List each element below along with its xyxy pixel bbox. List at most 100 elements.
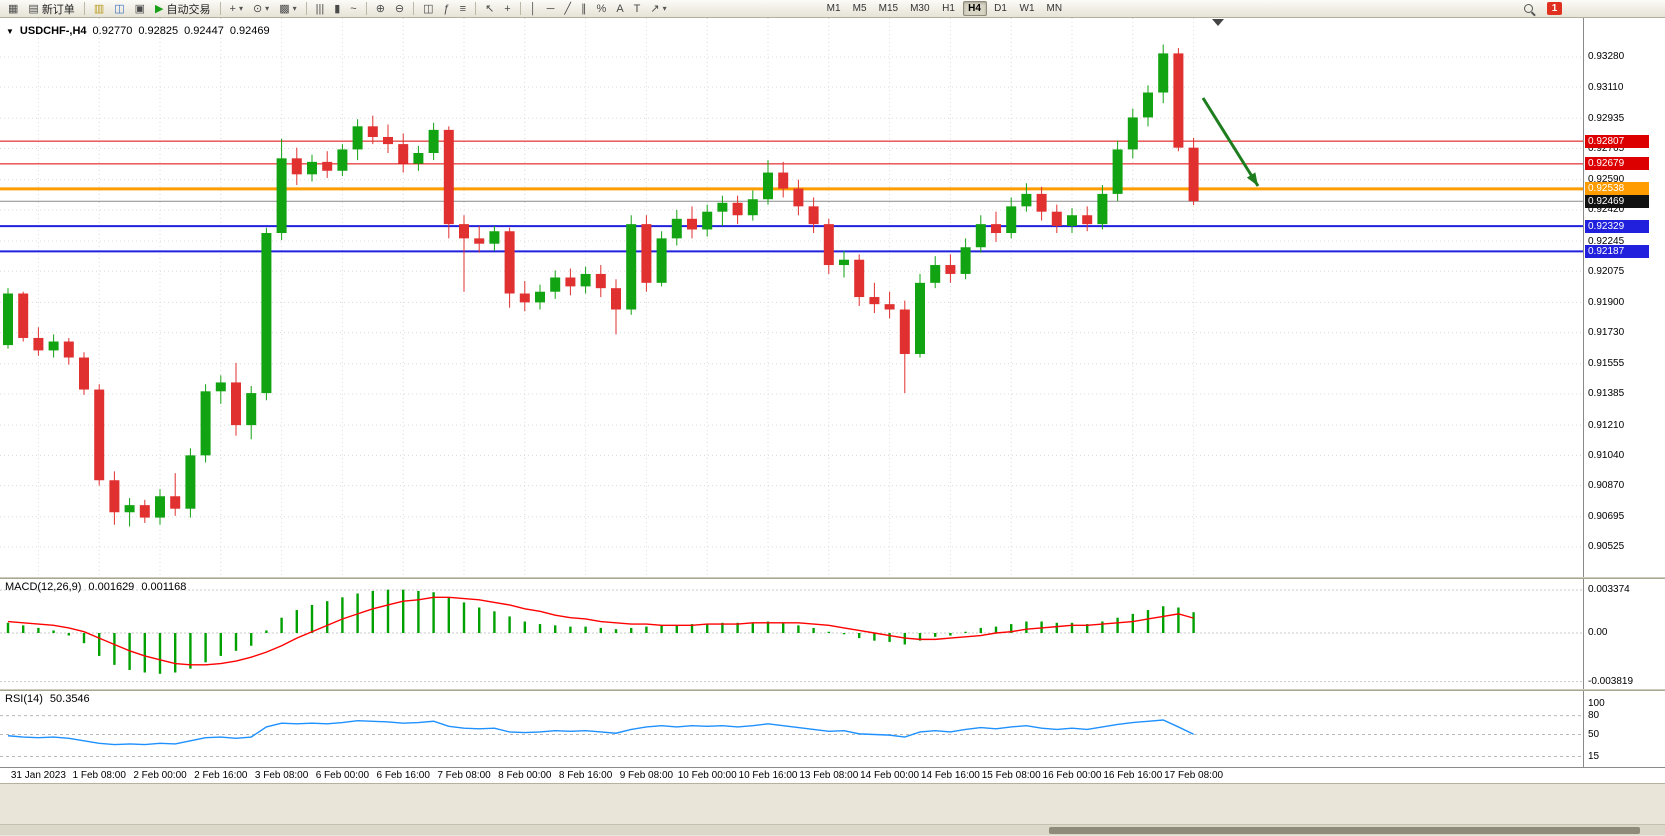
panel-separator-rsi[interactable]: [0, 689, 1665, 691]
macd-name: MACD(12,26,9): [5, 581, 82, 593]
price-tick-label: 0.90695: [1588, 511, 1625, 523]
notification-badge[interactable]: 1: [1547, 2, 1562, 15]
autotrading-button[interactable]: ▶ 自动交易: [150, 1, 215, 17]
indicators-add-button[interactable]: + ▾: [225, 1, 248, 17]
vertical-line-icon: │: [529, 2, 537, 15]
bar-chart-button[interactable]: |||: [311, 1, 330, 17]
templates-button[interactable]: ▩ ▾: [274, 1, 301, 17]
equidistant-channel-button[interactable]: ∥: [576, 1, 592, 17]
market-watch-button[interactable]: ▥: [89, 1, 109, 17]
trendline-icon: ╱: [564, 2, 572, 15]
chart-menu-arrow-icon[interactable]: ▼: [6, 27, 14, 36]
rsi-indicator-panel[interactable]: RSI(14) 50.3546: [0, 691, 1583, 767]
macd-tick-label: 0.003374: [1588, 584, 1630, 596]
chart-shift-marker[interactable]: [1212, 19, 1224, 26]
indicator-list-button[interactable]: ƒ: [439, 1, 455, 17]
drawn-arrow[interactable]: [1201, 97, 1260, 187]
text-label-icon: T: [633, 2, 641, 15]
arrows-tool-icon: ↗: [650, 2, 660, 15]
time-tick-label: 10 Feb 16:00: [738, 770, 798, 781]
new-order-button[interactable]: ▤ 新订单: [23, 1, 79, 17]
horizontal-scrollbar-thumb[interactable]: [1048, 827, 1640, 834]
toolbar-separator: [519, 2, 521, 15]
timeframe-d1-button[interactable]: D1: [994, 3, 1007, 14]
time-tick-label: 2 Feb 16:00: [194, 770, 248, 781]
navigator-button[interactable]: ▣: [130, 1, 150, 17]
rsi-canvas[interactable]: [0, 691, 1583, 767]
timeframe-m1-button[interactable]: M1: [826, 3, 841, 14]
macd-histogram: [6, 589, 1195, 674]
time-tick-label: 2 Feb 00:00: [133, 770, 187, 781]
object-list-icon: ≡: [459, 2, 467, 15]
chart-high-value: 0.92825: [138, 25, 179, 37]
price-axis[interactable]: 0.93280 0.93110 0.92935 0.92765 0.92590 0.924…: [1583, 18, 1665, 767]
zoom-in-button[interactable]: ⊕: [371, 1, 390, 17]
main-toolbar: ▦ ▤ 新订单 ▥ ◫ ▣ ▶ 自动交易 + ▾ ⊙ ▾ ▩ ▾ ||| ▮ ~ ⊕ ⊖ ◫ ƒ ≡ ↖ + │ ─ ╱ ∥% A T ↗ ▾…: [0, 0, 1665, 18]
price-tick-label: 0.92935: [1588, 112, 1625, 124]
tile-windows-button[interactable]: ◫: [418, 1, 438, 17]
vertical-line-button[interactable]: │: [525, 1, 542, 17]
time-tick-label: 6 Feb 00:00: [315, 770, 370, 781]
time-tick-label: 17 Feb 08:00: [1164, 770, 1224, 781]
horizontal-line-button[interactable]: ─: [542, 1, 560, 17]
time-tick-label: 16 Feb 00:00: [1042, 770, 1102, 781]
text-label-button[interactable]: T: [629, 1, 646, 17]
timeframe-m15-button[interactable]: M15: [878, 3, 899, 14]
timeframe-w1-button[interactable]: W1: [1019, 3, 1035, 14]
candlestick-chart-button[interactable]: ▮: [329, 1, 345, 17]
fibonacci-button[interactable]: %: [592, 1, 612, 17]
time-axis[interactable]: 31 Jan 2023 1 Feb 08:00 2 Feb 00:00 2 Feb 1…: [0, 767, 1665, 783]
indicator-list-icon: ƒ: [443, 2, 450, 15]
timeframe-h4-button[interactable]: H4: [962, 1, 987, 16]
rsi-level-label: 50: [1588, 729, 1600, 740]
cursor-button[interactable]: ↖: [480, 1, 499, 17]
candlestick-chart-icon: ▮: [334, 2, 341, 15]
zoom-out-button[interactable]: ⊖: [390, 1, 409, 17]
time-tick-label: 14 Feb 16:00: [920, 770, 980, 781]
drawn-arrow-head: [1246, 172, 1258, 186]
price-line-label: 0.92679: [1585, 157, 1649, 171]
text-button[interactable]: A: [611, 1, 628, 17]
line-chart-button[interactable]: ~: [345, 1, 361, 17]
period-selector-button[interactable]: ⊙ ▾: [248, 1, 274, 17]
horizontal-scrollbar-track[interactable]: [0, 824, 1665, 835]
arrows-tool-button[interactable]: ↗ ▾: [645, 1, 671, 17]
price-line-label: 0.92329: [1585, 219, 1649, 233]
object-list-button[interactable]: ≡: [455, 1, 471, 17]
price-tick-label: 0.91040: [1588, 449, 1625, 461]
timeframe-m30-button[interactable]: M30: [910, 3, 930, 14]
search-icon[interactable]: [1524, 4, 1533, 13]
chart-symbol-period: USDCHF-,H4: [19, 25, 87, 37]
time-tick-label: 13 Feb 08:00: [799, 770, 859, 781]
menu-grid-button[interactable]: ▦: [3, 1, 23, 17]
timeframe-m5-button[interactable]: M5: [852, 3, 867, 14]
time-tick-label: 7 Feb 08:00: [437, 770, 491, 781]
bid-price-label: 0.92469: [1585, 194, 1649, 208]
macd-signal-line: [7, 596, 1194, 666]
data-window-button[interactable]: ◫: [109, 1, 129, 17]
price-tick-label: 0.92420: [1588, 204, 1625, 216]
macd-tick-label: 0.00: [1588, 627, 1608, 639]
main-chart-canvas[interactable]: [0, 18, 1583, 577]
new-order-label: 新订单: [41, 3, 75, 16]
main-chart-panel[interactable]: ▼ USDCHF-,H4 0.92770 0.92825 0.92447 0.9…: [0, 18, 1583, 577]
time-tick-label: 10 Feb 00:00: [677, 770, 737, 781]
bottom-strip: [0, 783, 1665, 836]
chart-open-value: 0.92770: [92, 25, 133, 37]
caret-down-icon: ▾: [292, 4, 297, 13]
trendline-button[interactable]: ╱: [559, 1, 576, 17]
crosshair-button[interactable]: +: [499, 1, 515, 17]
caret-down-icon: ▾: [238, 4, 243, 13]
toolbar-separator: [475, 2, 477, 15]
rsi-level-label: 15: [1588, 751, 1600, 763]
panel-separator-macd[interactable]: [0, 577, 1665, 579]
toolbar-separator: [219, 2, 221, 15]
timeframe-h1-button[interactable]: H1: [942, 3, 955, 14]
toolbar-separator: [365, 2, 367, 15]
timeframe-mn-button[interactable]: MN: [1046, 3, 1063, 14]
chart-title: ▼ USDCHF-,H4 0.92770 0.92825 0.92447 0.9…: [6, 25, 270, 37]
price-tick-label: 0.93280: [1588, 51, 1625, 63]
macd-canvas[interactable]: [0, 579, 1583, 689]
macd-indicator-panel[interactable]: MACD(12,26,9) 0.001629 0.001168: [0, 579, 1583, 689]
